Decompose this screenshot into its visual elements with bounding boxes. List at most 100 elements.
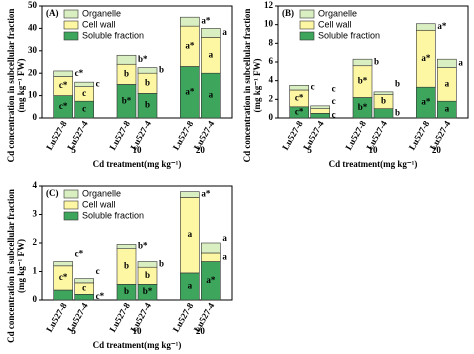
significance-letter: a [222, 27, 227, 37]
x-axis-title: Cd treatment(mg kg⁻¹) [93, 340, 182, 350]
y-axis-title: Cd concentration in subcellular fraction [242, 9, 252, 163]
significance-letter: a [209, 90, 214, 100]
legend-label: Soluble fraction [82, 30, 144, 40]
legend-swatch [63, 200, 79, 210]
legend-label: Organelle [82, 188, 121, 198]
y-axis-title: Cd concentration in subcellular fraction [6, 189, 16, 343]
group-label: 10 [369, 145, 379, 155]
bar-segment [74, 293, 94, 301]
y-tick-label: 12 [264, 0, 274, 10]
significance-letter: b* [358, 76, 368, 86]
significance-letter: a* [437, 21, 447, 31]
legend-label: Organelle [318, 8, 357, 18]
x-axis-title: Cd treatment(mg kg⁻¹) [93, 159, 182, 169]
legend-swatch [63, 211, 79, 221]
significance-letter: a* [185, 40, 195, 50]
bar-segment [53, 289, 73, 301]
y-tick-label: 30 [28, 45, 38, 55]
significance-letter: c [82, 88, 86, 98]
bar-segment [201, 252, 221, 262]
significance-letter: c* [96, 291, 105, 301]
significance-letter: b [395, 78, 400, 88]
significance-letter: a [209, 49, 214, 59]
group-label: 20 [196, 326, 206, 336]
legend-label: Soluble fraction [318, 30, 380, 40]
significance-letter: a [188, 281, 193, 291]
y-tick-label: 8 [269, 37, 274, 47]
y-tick-label: 4 [269, 75, 274, 85]
significance-letter: b [145, 100, 150, 110]
significance-letter: c* [295, 92, 304, 102]
group-label: 20 [432, 145, 442, 155]
y-tick-label: 40 [28, 22, 38, 32]
x-tick-label: Lu527-4 [65, 119, 90, 152]
significance-letter: a [188, 229, 193, 239]
significance-letter: c [332, 96, 336, 106]
significance-letter: c* [75, 249, 84, 259]
bar-segment [74, 278, 94, 284]
bar-segment [416, 23, 436, 31]
bar-segment [53, 261, 73, 267]
x-axis-title: Cd treatment(mg kg⁻¹) [329, 159, 418, 169]
significance-letter: b [374, 57, 379, 67]
bar-segment [53, 70, 73, 77]
bar-segment [310, 113, 330, 119]
plot-frame [41, 5, 233, 119]
y-tick-label: 4 [33, 180, 38, 190]
legend-label: Organelle [82, 8, 121, 18]
bar-segment [137, 261, 158, 268]
bar-segment [289, 85, 309, 91]
y-tick-label: 6 [269, 56, 274, 66]
significance-letter: b* [122, 95, 132, 105]
group-label: 20 [196, 145, 206, 155]
significance-letter: a [445, 78, 450, 88]
significance-letter: c* [295, 106, 304, 116]
significance-letter: a [222, 233, 227, 243]
y-tick-label: 10 [264, 19, 274, 29]
significance-letter: b [159, 258, 164, 268]
legend-swatch [299, 9, 315, 19]
significance-letter: c [82, 283, 86, 293]
y-tick-label: 50 [28, 0, 38, 10]
y-tick-label: 0 [33, 294, 38, 304]
panel: 0 10 20 30 40 50 (A) Cd concentration in subcel… [6, 0, 233, 169]
bar-segment [180, 191, 200, 198]
legend-swatch [63, 20, 79, 30]
y-tick-label: 2 [269, 93, 274, 103]
bar-segment [137, 67, 158, 74]
panel: 0 1 2 3 4 (C) Cd concentration in subcellular … [6, 180, 233, 350]
legend-swatch [299, 31, 315, 41]
y-axis-unit: (mg kg⁻¹ FW) [16, 239, 26, 293]
legend-swatch [63, 9, 79, 19]
bar-segment [74, 81, 94, 87]
significance-letter: b [124, 261, 129, 271]
group-label: 10 [133, 145, 143, 155]
significance-letter: a* [185, 86, 195, 96]
significance-letter: b [145, 270, 150, 280]
significance-letter: b* [143, 286, 153, 296]
panel-label: (B) [282, 8, 294, 18]
significance-letter: a* [201, 189, 211, 199]
significance-letter: a [445, 104, 450, 114]
legend-label: Cell wall [82, 199, 116, 209]
legend-swatch [63, 189, 79, 199]
significance-letter: a* [201, 16, 211, 26]
significance-letter: a* [206, 275, 216, 285]
significance-letter: c* [59, 101, 68, 111]
y-tick-label: 1 [33, 266, 38, 276]
y-axis-title: Cd concentration in subcellular fraction [6, 9, 16, 163]
y-tick-label: 3 [33, 209, 38, 219]
y-axis-unit: (mg kg⁻¹ FW) [252, 59, 262, 113]
group-label: 5 [71, 145, 76, 155]
group-label: 5 [71, 326, 76, 336]
bar-segment [373, 91, 394, 95]
significance-letter: b [159, 64, 164, 74]
bar-segment [437, 58, 457, 68]
bar-segment [116, 244, 137, 250]
significance-letter: b* [138, 241, 148, 251]
significance-letter: c [96, 266, 100, 276]
y-tick-label: 0 [33, 112, 38, 122]
bar-segment [180, 16, 200, 27]
x-tick-label: Lu527-4 [65, 301, 90, 334]
significance-letter: c* [75, 68, 84, 78]
